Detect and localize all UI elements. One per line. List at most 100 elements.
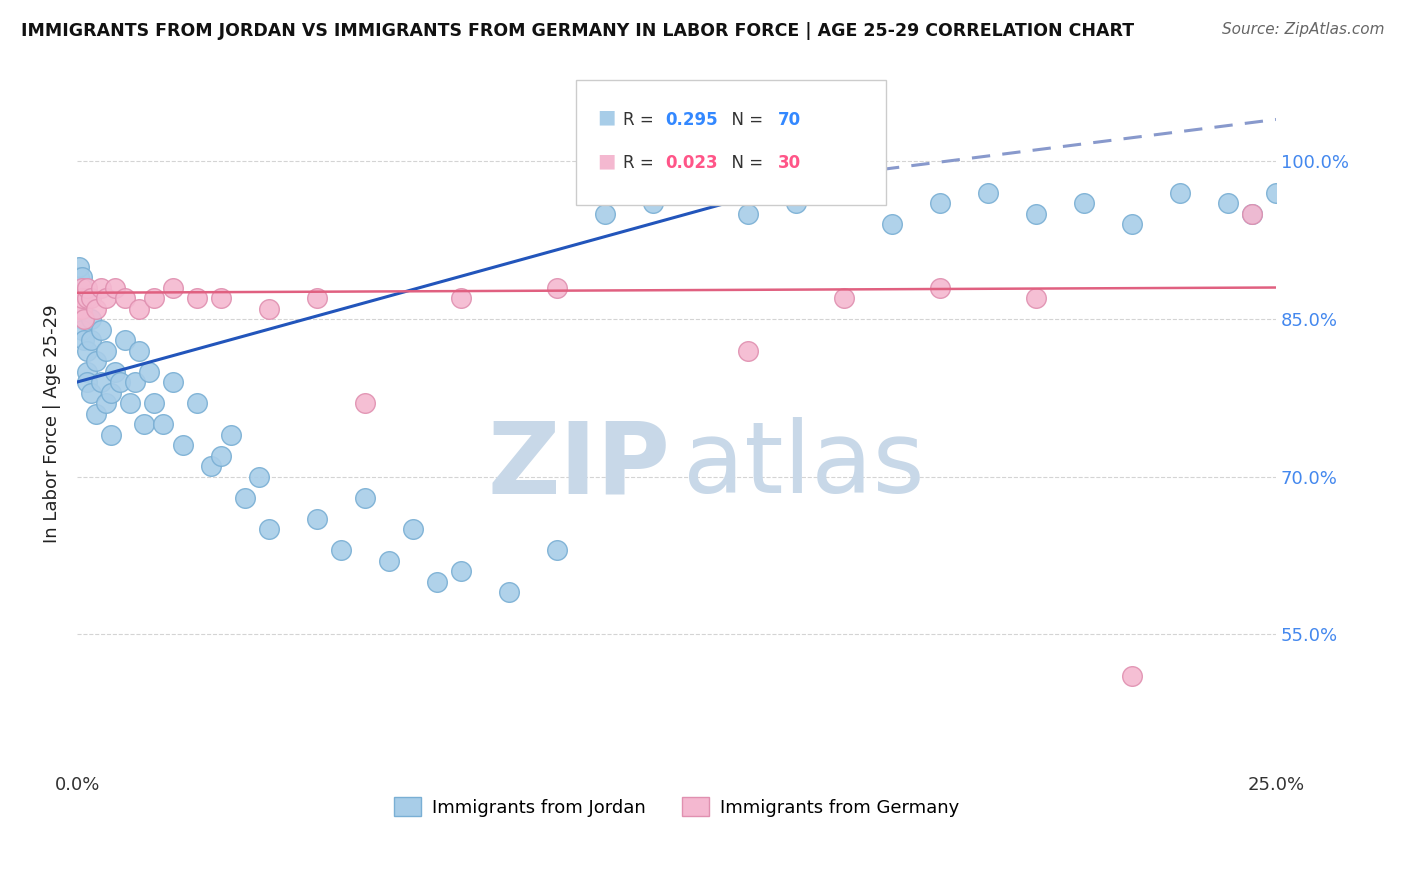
Point xyxy=(929,280,952,294)
Point xyxy=(737,343,759,358)
Point xyxy=(257,301,280,316)
Point xyxy=(834,176,856,190)
Point xyxy=(142,291,165,305)
Point xyxy=(80,333,103,347)
Point xyxy=(69,291,91,305)
Text: IMMIGRANTS FROM JORDAN VS IMMIGRANTS FROM GERMANY IN LABOR FORCE | AGE 25-29 COR: IMMIGRANTS FROM JORDAN VS IMMIGRANTS FRO… xyxy=(21,22,1135,40)
Point xyxy=(200,459,222,474)
Point xyxy=(128,343,150,358)
Text: N =: N = xyxy=(721,111,769,128)
Point xyxy=(186,396,208,410)
Y-axis label: In Labor Force | Age 25-29: In Labor Force | Age 25-29 xyxy=(44,305,60,543)
Point xyxy=(142,396,165,410)
Point xyxy=(1240,207,1263,221)
Point xyxy=(84,354,107,368)
Point xyxy=(104,365,127,379)
Point xyxy=(70,291,93,305)
Point xyxy=(69,301,91,316)
Point xyxy=(134,417,156,431)
Point xyxy=(929,196,952,211)
Point xyxy=(76,280,98,294)
Point xyxy=(785,196,807,211)
Point xyxy=(305,291,328,305)
Point xyxy=(378,553,401,567)
Point xyxy=(1216,196,1239,211)
Point xyxy=(450,564,472,578)
Point xyxy=(546,280,568,294)
Point xyxy=(186,291,208,305)
Point xyxy=(73,312,96,326)
Point xyxy=(402,522,425,536)
Point xyxy=(69,260,91,274)
Point xyxy=(76,375,98,389)
Point xyxy=(90,322,112,336)
Point xyxy=(1025,291,1047,305)
Point xyxy=(76,343,98,358)
Text: Source: ZipAtlas.com: Source: ZipAtlas.com xyxy=(1222,22,1385,37)
Point xyxy=(69,291,91,305)
Text: atlas: atlas xyxy=(682,417,924,514)
Point xyxy=(1121,669,1143,683)
Point xyxy=(90,280,112,294)
Point xyxy=(353,491,375,505)
Point xyxy=(162,375,184,389)
Text: R =: R = xyxy=(623,111,659,128)
Point xyxy=(124,375,146,389)
Point xyxy=(114,333,136,347)
Point xyxy=(498,585,520,599)
Point xyxy=(70,301,93,316)
Point xyxy=(172,438,194,452)
Point xyxy=(593,207,616,221)
Point xyxy=(329,543,352,558)
Point xyxy=(80,312,103,326)
Point xyxy=(834,291,856,305)
Point xyxy=(70,280,93,294)
Point xyxy=(110,375,132,389)
Point xyxy=(70,312,93,326)
Point xyxy=(69,301,91,316)
Point xyxy=(73,333,96,347)
Point xyxy=(69,280,91,294)
Point xyxy=(80,385,103,400)
Point xyxy=(353,396,375,410)
Point xyxy=(94,291,117,305)
Point xyxy=(1073,196,1095,211)
Point xyxy=(70,280,93,294)
Point xyxy=(100,427,122,442)
Point xyxy=(70,301,93,316)
Point xyxy=(100,385,122,400)
Text: 70: 70 xyxy=(778,111,800,128)
Point xyxy=(219,427,242,442)
Point xyxy=(641,196,664,211)
Point xyxy=(80,291,103,305)
Point xyxy=(450,291,472,305)
Point xyxy=(233,491,256,505)
Point xyxy=(162,280,184,294)
Point xyxy=(84,407,107,421)
Point xyxy=(70,322,93,336)
Point xyxy=(426,574,449,589)
Text: 0.023: 0.023 xyxy=(665,154,717,172)
Point xyxy=(128,301,150,316)
Point xyxy=(94,396,117,410)
Point xyxy=(69,270,91,285)
Point xyxy=(94,343,117,358)
Point xyxy=(209,449,232,463)
Point xyxy=(104,280,127,294)
Point xyxy=(977,186,1000,200)
Text: 0.295: 0.295 xyxy=(665,111,717,128)
Point xyxy=(114,291,136,305)
Point xyxy=(1168,186,1191,200)
Point xyxy=(1025,207,1047,221)
Point xyxy=(305,511,328,525)
Point xyxy=(138,365,160,379)
Point xyxy=(1265,186,1288,200)
Point xyxy=(1121,218,1143,232)
Point xyxy=(546,543,568,558)
Point xyxy=(76,365,98,379)
Text: ZIP: ZIP xyxy=(488,417,671,514)
Text: 30: 30 xyxy=(778,154,800,172)
Text: N =: N = xyxy=(721,154,769,172)
Legend: Immigrants from Jordan, Immigrants from Germany: Immigrants from Jordan, Immigrants from … xyxy=(387,790,966,824)
Text: ■: ■ xyxy=(598,107,616,127)
